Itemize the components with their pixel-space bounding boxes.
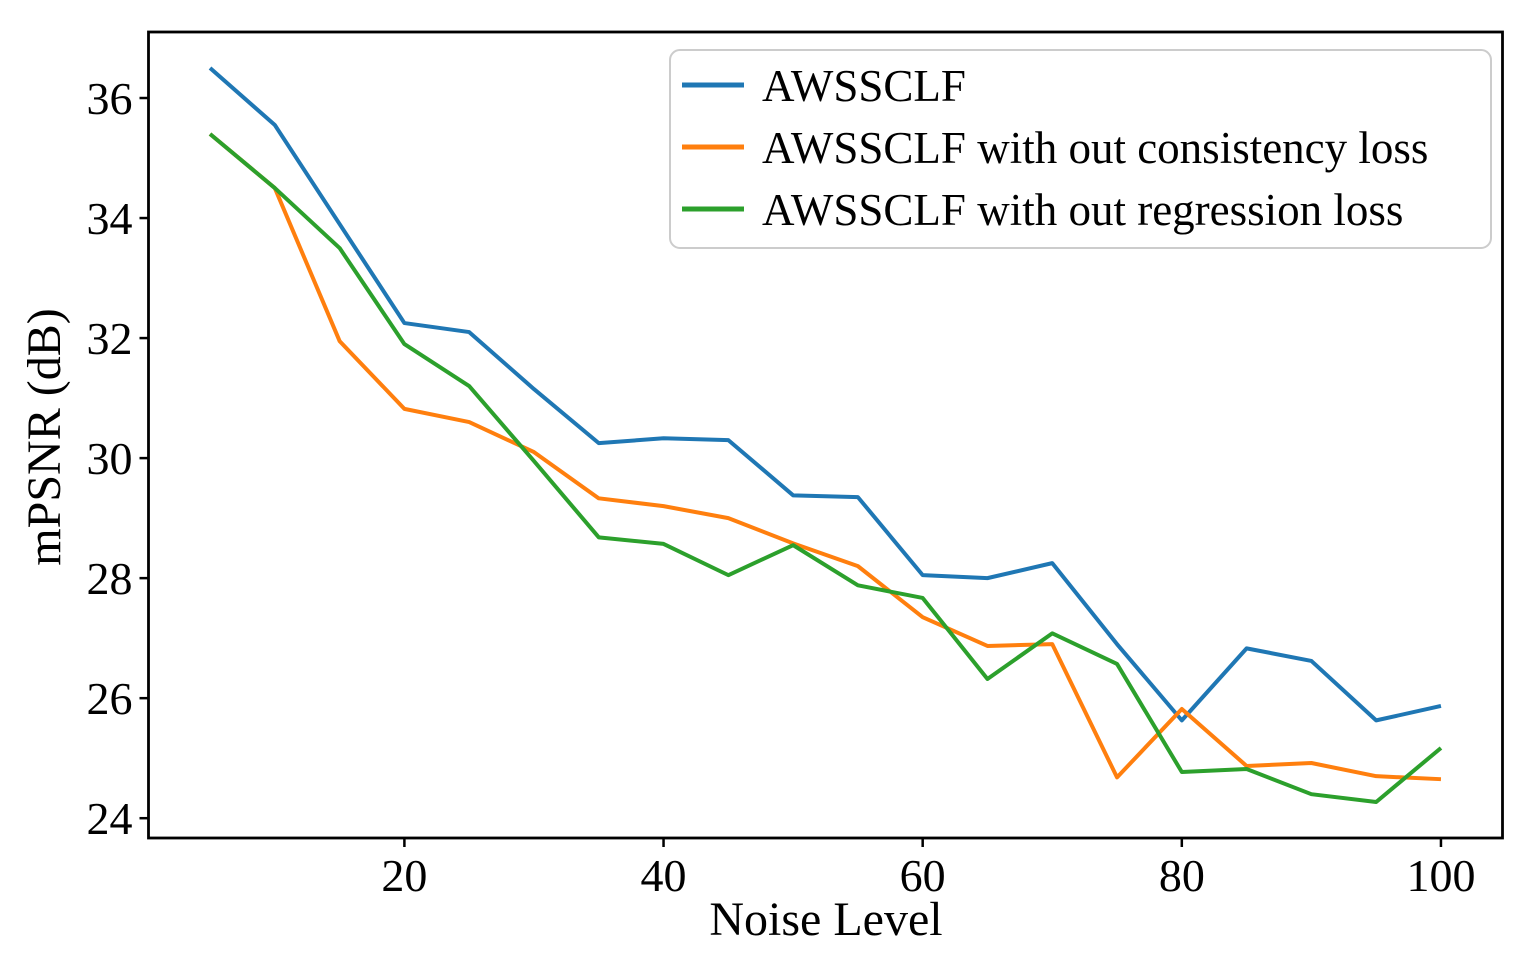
y-axis-tick-label: 36: [87, 73, 133, 124]
x-axis-tick-label: 40: [641, 850, 687, 901]
x-axis-title: Noise Level: [709, 893, 942, 946]
legend-box: [669, 49, 1492, 249]
legend: AWSSCLF AWSSCLF with out consistency loss…: [669, 49, 1492, 249]
series-line-2: [208, 132, 1442, 782]
plot-area: 20 40 60 80 100 24 26 28 30 32 34 36 AWSSCLF AWSSCLF …: [87, 30, 1504, 901]
y-axis-tick-label: 30: [87, 433, 133, 484]
series-line-3: [208, 132, 1443, 804]
x-axis-tick-label: 60: [900, 850, 946, 901]
y-axis-tick-label: 28: [87, 553, 133, 604]
legend-label-1: AWSSCLF: [762, 61, 966, 111]
x-axis-tick-label: 100: [1406, 850, 1475, 901]
legend-label-2: AWSSCLF with out consistency loss: [762, 123, 1428, 173]
y-axis-tick-label: 32: [87, 313, 133, 364]
y-axis-title: mPSNR (dB): [18, 308, 71, 565]
y-axis-tick-label: 26: [87, 673, 133, 724]
y-axis-tick-label: 34: [87, 193, 133, 244]
legend-label-3: AWSSCLF with out regression loss: [762, 185, 1403, 235]
x-axis-tick-label: 20: [381, 850, 427, 901]
x-axis-tick-label: 80: [1159, 850, 1205, 901]
y-axis-tick-label: 24: [87, 793, 133, 844]
plot-border: [147, 30, 1504, 840]
series-line-1: [208, 66, 1442, 723]
